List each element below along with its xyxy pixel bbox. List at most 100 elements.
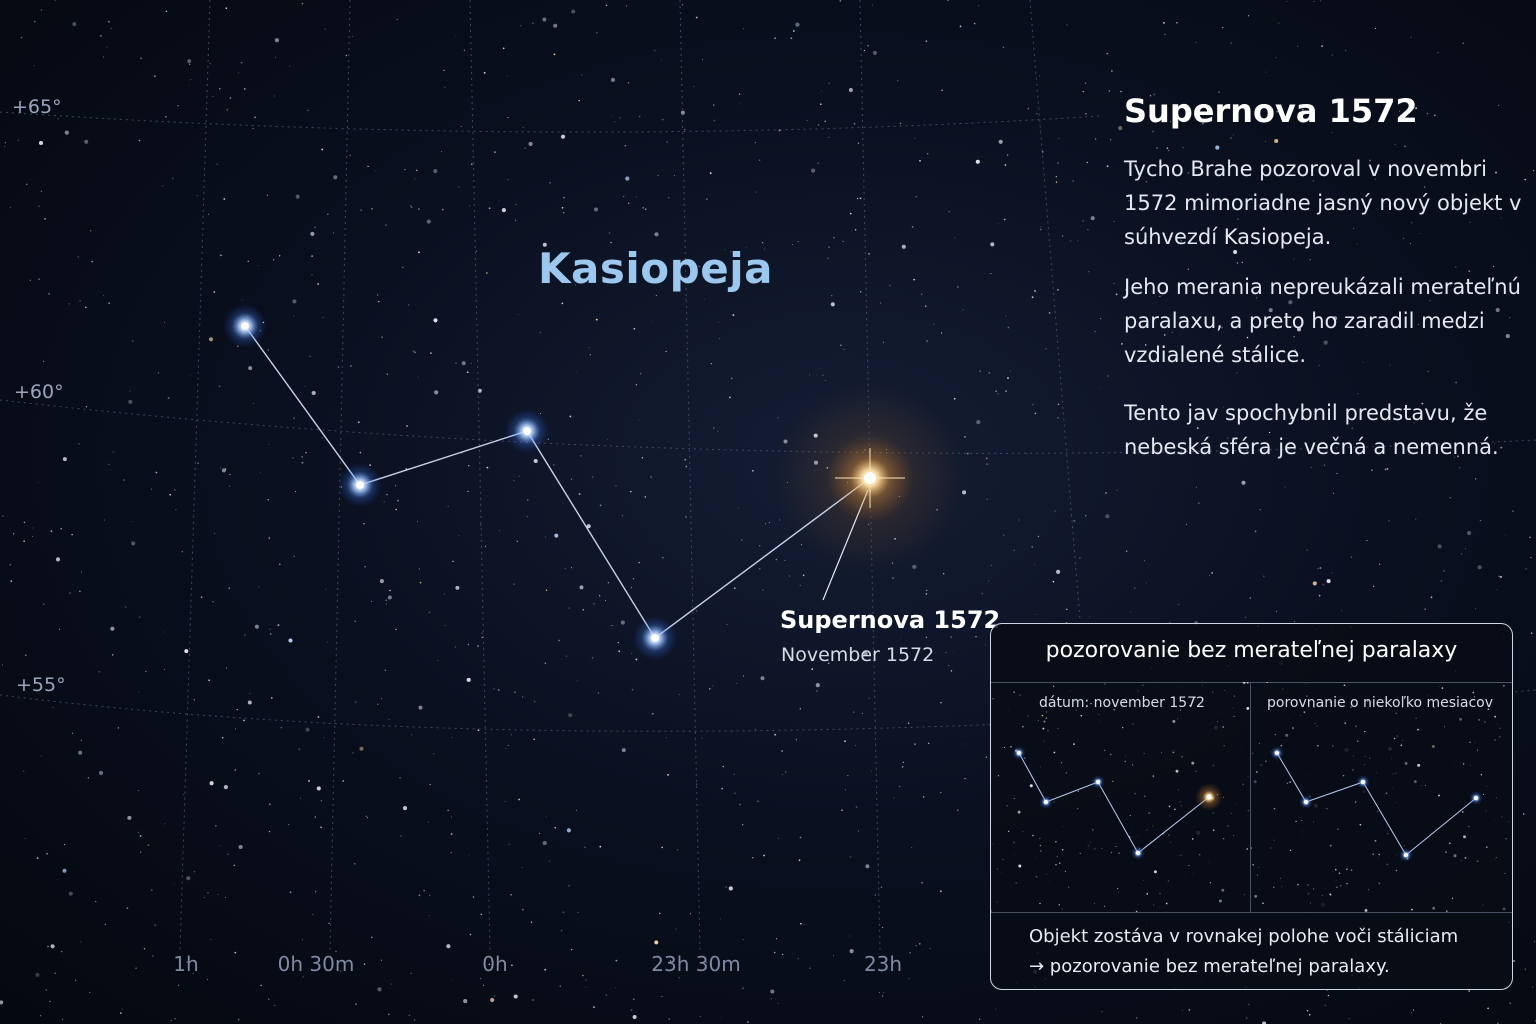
background-star [452,560,454,562]
background-star [1055,863,1057,866]
background-star [921,1016,924,1018]
background-star [488,207,491,210]
background-star [847,775,849,777]
background-star [377,703,379,705]
background-star [1170,121,1172,123]
background-star [1326,807,1328,810]
background-star [377,987,382,992]
background-star [426,219,431,224]
background-star [1411,1012,1413,1014]
background-star [1431,745,1435,748]
background-star [10,580,13,583]
background-star [996,868,999,870]
background-star [1145,181,1148,183]
background-star [414,178,416,180]
background-star [1040,850,1042,852]
background-star [108,302,111,305]
background-star [60,950,63,953]
background-star [450,833,453,836]
background-star [1124,760,1126,763]
background-star [455,362,457,364]
background-star [1395,712,1398,715]
background-star [1022,831,1024,833]
background-star [1469,221,1471,224]
background-star [23,770,25,772]
background-star [174,1017,177,1020]
background-star [1110,753,1112,756]
background-star [985,756,987,758]
background-star [779,519,781,521]
background-star [1413,422,1415,424]
background-star [1364,730,1366,733]
background-star [1472,691,1475,694]
background-star [659,912,661,915]
background-star [1066,24,1068,26]
background-star [722,262,724,264]
background-star [1156,147,1158,149]
background-star [719,1017,721,1019]
background-star [859,197,862,200]
background-star [1366,700,1369,702]
background-star [466,371,469,374]
background-star [1307,884,1309,886]
background-star [1301,108,1304,111]
background-star [1343,684,1346,687]
background-star [841,809,843,812]
background-star [990,272,992,275]
background-star [860,291,862,293]
background-star [1410,221,1413,224]
background-star [1508,821,1510,823]
background-star [359,746,364,751]
background-star [395,485,397,487]
background-star [733,587,736,590]
background-star [1362,361,1364,363]
background-star [654,49,656,52]
background-star [150,889,153,892]
background-star [1417,323,1419,325]
background-star [433,753,435,755]
background-star [588,346,591,349]
background-star [1137,690,1139,692]
background-star [123,479,125,481]
background-star [433,169,438,174]
background-star [773,951,776,954]
background-star [193,871,196,873]
background-star [1134,793,1136,795]
background-star [1223,744,1225,747]
background-star [1313,821,1314,823]
background-star [1140,416,1142,417]
background-star [514,691,516,693]
background-star [317,716,320,718]
background-star [730,251,732,253]
background-star [1410,242,1412,244]
background-star [38,278,40,280]
background-star [1209,575,1211,577]
background-star [154,924,156,926]
background-star [1458,327,1460,329]
background-star [1002,46,1005,49]
background-star [1221,888,1225,892]
background-star [518,798,520,801]
background-star [301,456,303,458]
background-star [1333,316,1338,321]
background-star [355,1003,357,1005]
background-star [1039,837,1041,839]
background-star [1531,986,1533,988]
background-star [1222,726,1225,728]
background-star [396,19,398,21]
background-star [1286,0,1288,2]
background-star [921,882,923,884]
background-star [1505,334,1510,339]
background-star [442,209,444,211]
background-star [675,274,678,276]
background-star [693,86,695,88]
background-star [274,1004,276,1006]
background-star [1159,295,1161,297]
background-star [1003,746,1006,749]
background-star [1143,879,1145,881]
background-star [705,961,708,964]
background-star [479,977,482,980]
background-star [143,948,146,950]
background-star [1356,740,1359,742]
background-star [559,985,562,988]
